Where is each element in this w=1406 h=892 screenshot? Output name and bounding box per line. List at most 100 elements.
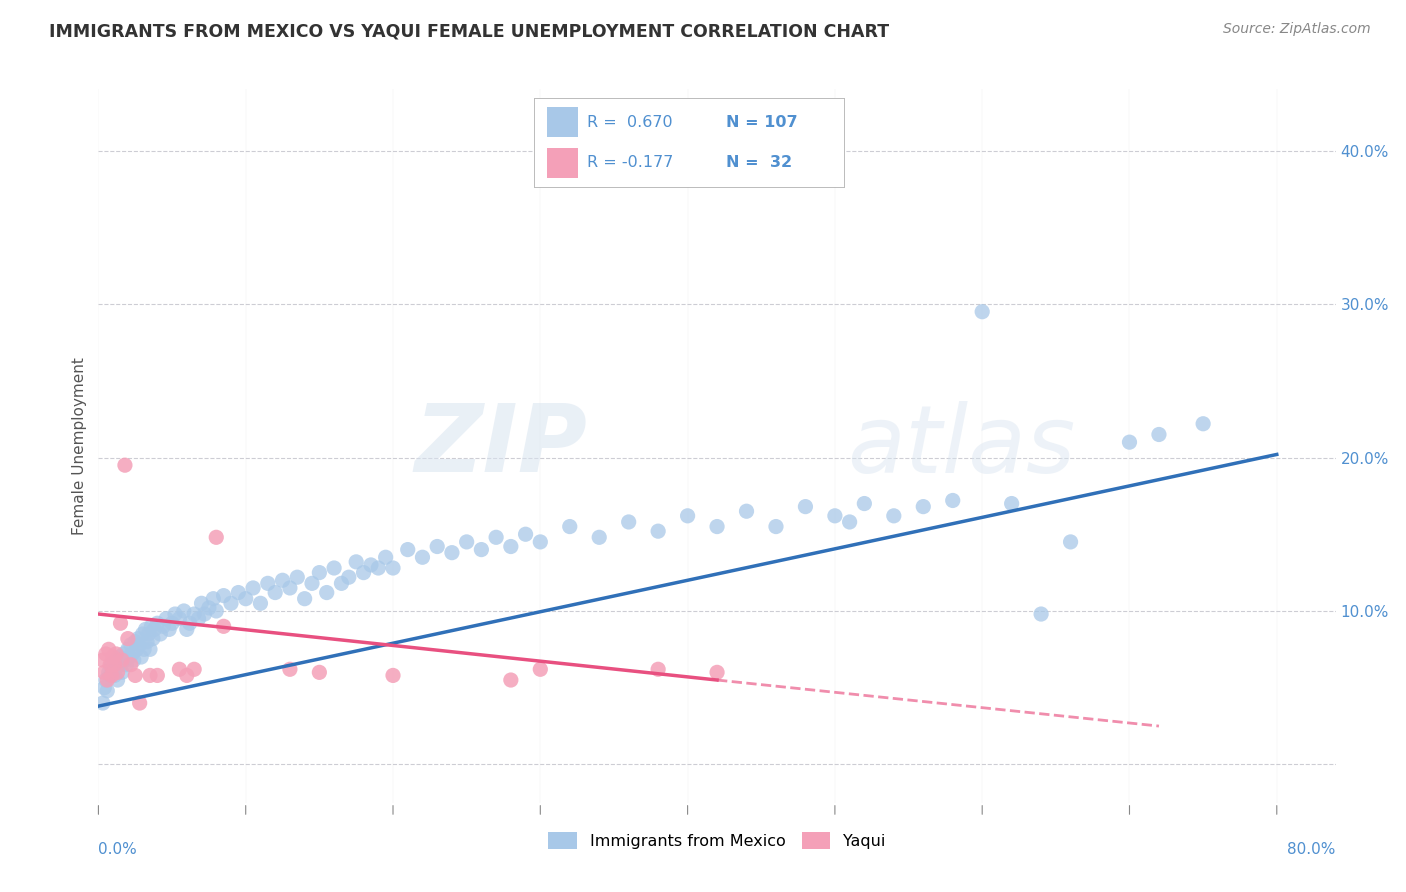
Point (93, 665, 115, 680)
Point (124, 634, 146, 648)
Point (193, 607, 215, 621)
Point (242, 581, 264, 595)
Point (183, 607, 205, 621)
Point (101, 650, 124, 665)
Text: atlas: atlas (846, 401, 1076, 491)
Point (169, 612, 191, 626)
Point (118, 650, 141, 665)
Point (139, 642, 162, 657)
Text: N = 107: N = 107 (725, 115, 797, 129)
Point (374, 550, 396, 565)
Point (367, 561, 389, 575)
Point (107, 673, 129, 687)
Point (96, 683, 118, 698)
Point (1147, 427, 1170, 442)
Point (1118, 435, 1140, 450)
Point (129, 650, 152, 665)
Point (157, 623, 180, 637)
Point (294, 591, 316, 606)
Point (1029, 607, 1052, 621)
Point (143, 623, 166, 637)
Point (360, 558, 382, 572)
Point (173, 604, 195, 618)
Point (588, 530, 610, 544)
Point (647, 524, 669, 538)
Point (426, 540, 449, 554)
Point (91, 696, 114, 710)
Point (131, 627, 153, 641)
Point (139, 668, 162, 682)
Point (160, 616, 183, 631)
Point (735, 504, 758, 518)
Point (323, 561, 346, 575)
Point (706, 665, 728, 680)
Point (135, 623, 157, 637)
Point (308, 566, 330, 580)
Point (124, 668, 146, 682)
Text: 0.0%: 0.0% (98, 842, 138, 857)
Point (128, 696, 150, 710)
Point (499, 673, 522, 687)
Point (97, 665, 120, 680)
Point (104, 668, 127, 682)
Point (1001, 497, 1024, 511)
Point (176, 623, 198, 637)
Point (219, 596, 242, 610)
Point (98, 668, 121, 682)
Point (235, 591, 257, 606)
Point (212, 619, 235, 633)
Point (515, 527, 537, 541)
Point (110, 616, 132, 631)
Point (120, 657, 142, 672)
Point (114, 653, 136, 667)
Point (337, 570, 360, 584)
Point (198, 601, 221, 615)
Legend: Immigrants from Mexico, Yaqui: Immigrants from Mexico, Yaqui (543, 825, 891, 855)
Point (308, 665, 330, 680)
Point (794, 500, 817, 514)
Point (152, 619, 174, 633)
Point (256, 576, 278, 591)
Point (115, 657, 138, 672)
Bar (547, 148, 578, 178)
Point (912, 500, 935, 514)
Point (125, 642, 148, 657)
Point (100, 657, 122, 672)
Point (136, 634, 159, 648)
Point (382, 561, 405, 575)
Point (853, 497, 876, 511)
Point (146, 668, 169, 682)
Point (1192, 417, 1215, 431)
Point (96, 673, 118, 687)
Text: N =  32: N = 32 (725, 155, 792, 169)
Text: IMMIGRANTS FROM MEXICO VS YAQUI FEMALE UNEMPLOYMENT CORRELATION CHART: IMMIGRANTS FROM MEXICO VS YAQUI FEMALE U… (49, 22, 890, 40)
Point (98, 657, 121, 672)
Point (117, 632, 139, 646)
Point (301, 576, 323, 591)
Point (558, 519, 581, 533)
Point (485, 530, 508, 544)
Point (972, 304, 994, 318)
Point (97, 642, 120, 657)
Point (94, 647, 117, 661)
Point (228, 585, 250, 599)
Point (765, 519, 787, 533)
Point (105, 653, 128, 667)
Point (190, 596, 212, 610)
Text: Source: ZipAtlas.com: Source: ZipAtlas.com (1223, 22, 1371, 37)
Point (676, 508, 699, 523)
Point (249, 596, 271, 610)
Point (155, 612, 177, 626)
Point (470, 542, 492, 557)
Point (315, 585, 337, 599)
Point (529, 662, 551, 676)
Point (212, 589, 235, 603)
Point (838, 515, 860, 529)
Point (456, 535, 478, 549)
Point (94, 673, 117, 687)
Point (112, 647, 135, 661)
Point (132, 642, 155, 657)
Point (617, 515, 640, 529)
Point (205, 530, 228, 544)
Point (176, 668, 198, 682)
